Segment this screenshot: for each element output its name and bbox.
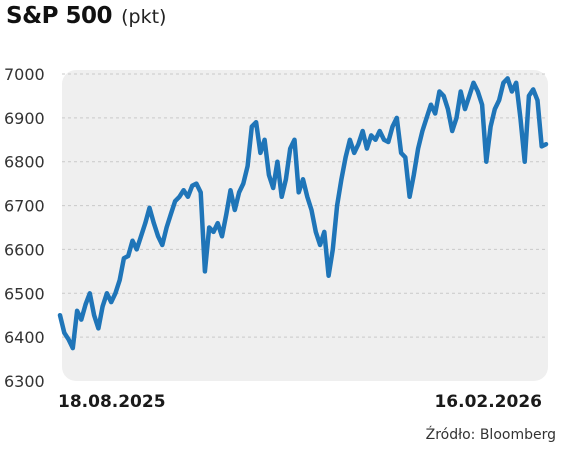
- plot-background: [62, 70, 548, 381]
- chart-title: S&P 500: [6, 3, 113, 29]
- y-tick-label-6900: 6900: [4, 109, 45, 128]
- gridlines: [62, 73, 548, 338]
- y-axis-ticks: 6300 6400 6500 6600 6700 6800 6900 7000: [4, 65, 45, 391]
- source-note: Źródło: Bloomberg: [425, 427, 556, 443]
- y-tick-label-7000: 7000: [4, 65, 45, 84]
- y-tick-label-6300: 6300: [4, 372, 45, 391]
- series-layer: [57, 76, 549, 351]
- chart-title-row: S&P 500 (pkt): [6, 3, 166, 29]
- y-tick-label-6800: 6800: [4, 153, 45, 172]
- y-tick-label-6400: 6400: [4, 328, 45, 347]
- chart-unit: (pkt): [121, 6, 167, 28]
- x-axis-ticks: 18.08.2025 16.02.2026: [58, 392, 542, 412]
- y-tick-label-6600: 6600: [4, 240, 45, 259]
- x-tick-label-end: 16.02.2026: [434, 392, 542, 412]
- y-tick-label-6700: 6700: [4, 197, 45, 216]
- y-tick-label-6500: 6500: [4, 284, 45, 303]
- series-line: [57, 76, 549, 351]
- x-tick-label-start: 18.08.2025: [58, 392, 166, 412]
- plot-area: [62, 70, 548, 381]
